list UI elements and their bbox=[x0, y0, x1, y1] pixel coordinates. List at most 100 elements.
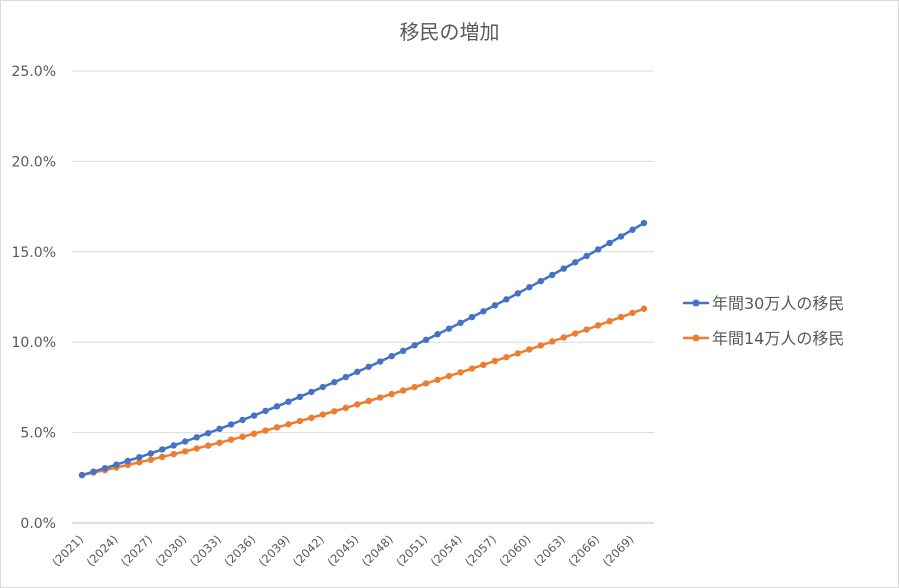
data-point bbox=[594, 246, 602, 253]
x-tick-label: (2033) bbox=[187, 532, 224, 569]
data-point bbox=[537, 277, 544, 285]
data-point bbox=[377, 394, 384, 401]
data-point bbox=[583, 326, 590, 333]
data-point bbox=[193, 445, 200, 452]
data-point bbox=[399, 347, 407, 355]
data-point bbox=[491, 357, 499, 365]
data-point bbox=[296, 417, 304, 425]
data-point bbox=[526, 284, 533, 291]
data-point bbox=[388, 352, 395, 360]
y-tick-label: 25.0% bbox=[12, 64, 56, 80]
data-point bbox=[560, 334, 567, 341]
data-point bbox=[480, 308, 487, 315]
data-point bbox=[514, 350, 522, 357]
data-point bbox=[250, 412, 258, 419]
data-point bbox=[170, 450, 177, 458]
data-point bbox=[193, 434, 200, 441]
data-point bbox=[445, 325, 453, 332]
data-point bbox=[617, 313, 625, 321]
data-point bbox=[445, 372, 453, 380]
x-tick-label: (2054) bbox=[428, 532, 465, 569]
x-tick-label: (2051) bbox=[393, 532, 430, 569]
data-point bbox=[434, 331, 441, 338]
data-point bbox=[480, 361, 487, 368]
data-point bbox=[216, 439, 223, 446]
data-point bbox=[571, 330, 579, 337]
x-tick-label: (2021) bbox=[49, 532, 86, 569]
x-tick-label: (2069) bbox=[600, 532, 637, 569]
data-point bbox=[491, 302, 499, 309]
x-tick-label: (2024) bbox=[84, 532, 121, 569]
data-point bbox=[239, 433, 246, 440]
data-point bbox=[204, 442, 212, 449]
data-point bbox=[124, 457, 132, 465]
x-tick-label: (2045) bbox=[324, 532, 361, 569]
data-point bbox=[434, 376, 441, 384]
y-tick-label: 0.0% bbox=[20, 516, 56, 532]
x-tick-label: (2048) bbox=[359, 532, 396, 569]
legend-label: 年間30万人の移民 bbox=[712, 294, 844, 313]
data-point bbox=[422, 336, 430, 344]
data-point bbox=[606, 239, 613, 247]
data-point bbox=[549, 271, 556, 279]
data-point bbox=[514, 290, 522, 297]
y-tick-label: 10.0% bbox=[12, 335, 56, 351]
data-point bbox=[147, 450, 155, 457]
data-point bbox=[331, 408, 338, 415]
data-point bbox=[204, 429, 212, 437]
data-point bbox=[388, 390, 395, 398]
x-tick-label: (2030) bbox=[152, 532, 189, 569]
data-point bbox=[411, 342, 418, 349]
data-point bbox=[273, 403, 281, 410]
data-point bbox=[262, 407, 269, 415]
data-point bbox=[365, 363, 372, 370]
data-point bbox=[90, 468, 97, 475]
data-point bbox=[342, 373, 349, 381]
data-point bbox=[354, 368, 361, 376]
data-point bbox=[308, 414, 315, 421]
data-point bbox=[468, 313, 476, 321]
data-point bbox=[526, 346, 533, 353]
data-point bbox=[411, 383, 418, 391]
series-line bbox=[81, 222, 645, 477]
data-point bbox=[101, 465, 109, 472]
x-tick-label: (2057) bbox=[462, 532, 499, 569]
x-tick-label: (2066) bbox=[565, 532, 602, 569]
data-point bbox=[342, 404, 349, 412]
data-point bbox=[377, 358, 384, 365]
data-point bbox=[354, 401, 361, 408]
data-point bbox=[606, 318, 613, 325]
data-point bbox=[136, 453, 143, 461]
data-point bbox=[296, 393, 304, 401]
data-point bbox=[147, 456, 155, 463]
data-point bbox=[503, 296, 510, 303]
data-point bbox=[457, 369, 464, 376]
data-point bbox=[227, 421, 235, 428]
data-point bbox=[159, 453, 166, 461]
legend-marker bbox=[692, 334, 700, 342]
data-point bbox=[182, 448, 189, 455]
x-tick-label: (2060) bbox=[496, 532, 533, 569]
data-point bbox=[629, 226, 636, 233]
data-point bbox=[136, 459, 143, 466]
data-point bbox=[227, 436, 235, 443]
data-point bbox=[503, 354, 510, 361]
data-point bbox=[571, 259, 579, 266]
data-point bbox=[617, 233, 625, 240]
data-point bbox=[182, 438, 189, 445]
data-point bbox=[273, 424, 281, 431]
data-point bbox=[457, 319, 464, 327]
x-tick-label: (2042) bbox=[290, 532, 327, 569]
x-tick-label: (2063) bbox=[531, 532, 568, 569]
data-point bbox=[262, 427, 269, 434]
chart-title: 移民の増加 bbox=[399, 20, 500, 44]
data-point bbox=[629, 309, 636, 317]
y-tick-label: 15.0% bbox=[12, 245, 56, 261]
data-point bbox=[331, 378, 338, 386]
x-tick-label: (2039) bbox=[256, 532, 293, 569]
data-point bbox=[285, 421, 292, 428]
data-point bbox=[239, 416, 246, 424]
data-point bbox=[537, 342, 544, 349]
